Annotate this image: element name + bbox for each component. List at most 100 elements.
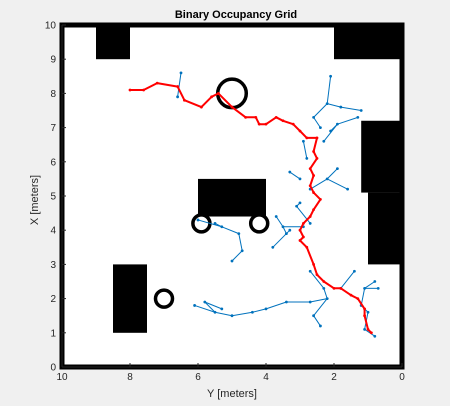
tree-node [312, 115, 315, 119]
path-node [183, 98, 186, 102]
tree-node [237, 232, 241, 236]
path-node [319, 198, 322, 201]
tree-edge [221, 226, 239, 235]
tree-node [325, 177, 329, 181]
tree-node [196, 218, 200, 222]
y-tick-label: 6 [50, 157, 56, 168]
tree-edge [327, 103, 341, 108]
tree-node [285, 300, 288, 304]
tree-node [213, 221, 217, 225]
tree-node [213, 310, 217, 314]
x-axis-label: Y [meters] [207, 388, 257, 400]
tree-edge [309, 270, 325, 289]
tree-edge [177, 72, 182, 97]
x-tick-label: 0 [399, 372, 405, 383]
y-tick-label: 4 [50, 226, 56, 237]
path-node [281, 119, 285, 123]
tree-node [373, 280, 377, 283]
tree-edge [340, 270, 355, 289]
y-tick-label: 10 [45, 21, 57, 32]
y-axis-label: X [meters] [29, 175, 41, 225]
tree-node [322, 139, 326, 143]
tree-node [312, 314, 315, 318]
path-node [291, 122, 295, 126]
tree-node [203, 300, 207, 304]
path-node [302, 235, 305, 239]
y-tick-label: 3 [50, 260, 56, 271]
tree-node [240, 249, 244, 253]
y-tick-label: 8 [50, 89, 56, 100]
path-node [254, 115, 258, 119]
tree-node [322, 286, 326, 290]
path-node [217, 92, 220, 95]
tree-edge [337, 116, 358, 125]
tree-edge [275, 216, 284, 228]
occupied-block [368, 192, 402, 265]
tree-node [366, 310, 370, 314]
plot-area: 10 8 6 4 2 0 0 1 2 3 4 5 6 7 8 9 10 [45, 21, 405, 384]
tree-edge [323, 123, 338, 142]
tree-node [220, 225, 224, 229]
path-node [363, 307, 366, 311]
tree-node [220, 307, 224, 311]
y-tick-label: 9 [50, 55, 56, 66]
path-node [244, 115, 248, 119]
tree-node [353, 269, 356, 273]
tree-edge [313, 103, 328, 118]
tree-node [325, 297, 329, 300]
tree-node [359, 109, 363, 112]
y-tick-label: 2 [50, 294, 56, 305]
x-tick-label: 10 [56, 372, 68, 383]
path-node [312, 174, 315, 177]
tree-node [295, 204, 298, 208]
path-node [339, 286, 343, 290]
tree-node [329, 74, 332, 78]
tree-edge [326, 76, 332, 104]
path-node [308, 167, 312, 171]
path-node [305, 245, 309, 249]
occupied-block [334, 25, 402, 60]
tree-edge [313, 315, 321, 327]
tree-node [251, 310, 254, 314]
tree-node [336, 122, 339, 126]
path-node [298, 129, 302, 133]
tree-edge [326, 178, 348, 190]
path-node [332, 286, 336, 290]
x-tick-label: 8 [127, 372, 133, 383]
planned-path [130, 82, 373, 334]
tree-edge [296, 205, 311, 224]
tree-node [356, 115, 360, 119]
tree-edge [289, 171, 301, 180]
path-node [308, 184, 312, 188]
tree-edge [364, 328, 376, 337]
tree-node [271, 245, 275, 249]
path-node [312, 150, 315, 153]
tree-node [308, 221, 312, 225]
x-tick-label: 6 [195, 372, 201, 383]
ring-obstacle [248, 213, 270, 234]
occupied-block [113, 264, 147, 333]
path-node [312, 208, 315, 212]
tree-edge [364, 281, 376, 289]
tree-node [230, 259, 234, 263]
tree-edge [231, 311, 253, 317]
occupied-block [96, 25, 130, 60]
path-node [322, 280, 326, 283]
occupied-block [198, 178, 266, 217]
tree-edge [326, 168, 338, 180]
path-node [176, 85, 180, 88]
tree-node [319, 324, 322, 328]
tree-node [308, 269, 312, 273]
tree-node [193, 304, 197, 307]
tree-edge [313, 298, 328, 317]
tree-node [274, 215, 278, 218]
path-node [128, 88, 132, 92]
tree-node [281, 225, 285, 229]
tree-node [336, 167, 339, 171]
tree-node [376, 286, 380, 290]
y-tick-label: 5 [50, 192, 56, 203]
tree-node [319, 126, 322, 129]
tree-node [346, 187, 349, 191]
tree-node [363, 286, 366, 290]
